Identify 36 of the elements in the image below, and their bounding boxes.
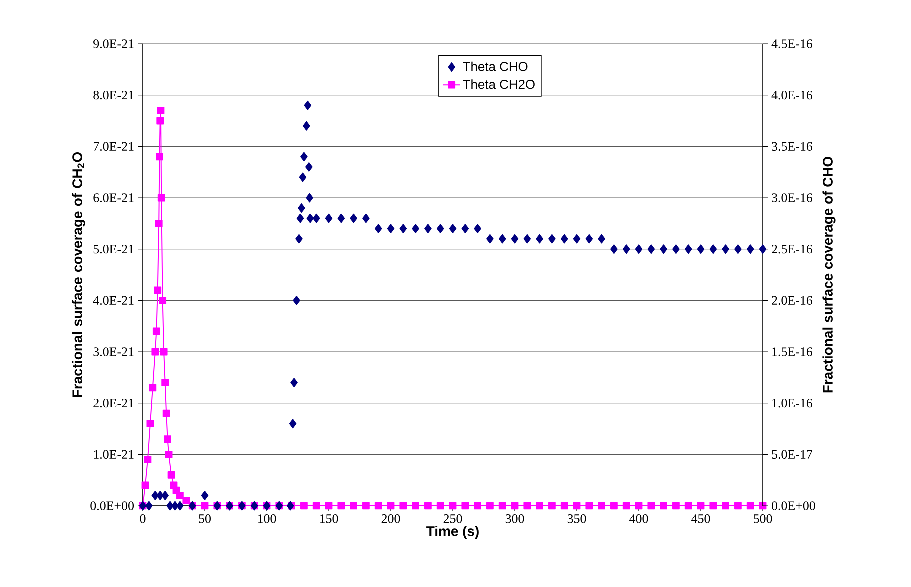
- y2-tick-label: 1.0E-16: [772, 398, 812, 408]
- y2-tick-label: 3.0E-16: [772, 194, 812, 202]
- x-tick-label: 450: [692, 514, 710, 524]
- y2-tick-label: 3.5E-16: [772, 142, 812, 152]
- y-tick-label: 4.0E-21: [93, 296, 134, 306]
- y-axis-title: Fractional surface coverage of CH$_{2}$O: [72, 152, 86, 398]
- x-tick-label: 350: [568, 514, 586, 524]
- y2-tick-label: 2.0E-16: [772, 296, 812, 306]
- y-tick-label: 2.0E-21: [94, 398, 134, 408]
- x-tick-label: 50: [199, 514, 211, 524]
- x-tick-label: 400: [630, 514, 648, 524]
- x-tick-label: 100: [258, 514, 276, 524]
- y-tick-label: 8.0E-21: [94, 90, 134, 100]
- y2-axis-title: Fractional surface coverage of CHO: [822, 157, 836, 393]
- y-tick-label: 1.0E-21: [94, 450, 134, 460]
- y2-tick-label: 1.5E-16: [772, 348, 812, 356]
- x-tick-label: 300: [506, 514, 524, 524]
- y2-tick-label: 0.0E+00: [772, 502, 816, 510]
- y-tick-label: 0.0E+00: [90, 502, 134, 510]
- x-axis-title: Time (s): [426, 526, 479, 540]
- legend-label: Theta CHO: [463, 62, 528, 72]
- y-tick-label: 7.0E-21: [94, 142, 134, 152]
- x-tick-label: 200: [382, 514, 400, 524]
- y2-tick-label: 4.5E-16: [772, 40, 812, 48]
- x-tick-label: 500: [754, 514, 772, 524]
- y-tick-label: 9.0E-21: [94, 40, 134, 48]
- legend-label: Theta CH2O: [463, 80, 535, 90]
- y2-tick-label: 5.0E-17: [772, 450, 813, 460]
- x-tick-label: 0: [140, 514, 146, 524]
- y-tick-label: 6.0E-21: [94, 194, 134, 202]
- y2-tick-label: 4.0E-16: [772, 90, 812, 100]
- y-tick-label: 5.0E-21: [94, 244, 134, 254]
- y-tick-label: 3.0E-21: [94, 348, 134, 356]
- x-tick-label: 150: [320, 514, 338, 524]
- x-tick-label: 250: [444, 514, 462, 524]
- y2-tick-label: 2.5E-16: [772, 244, 812, 254]
